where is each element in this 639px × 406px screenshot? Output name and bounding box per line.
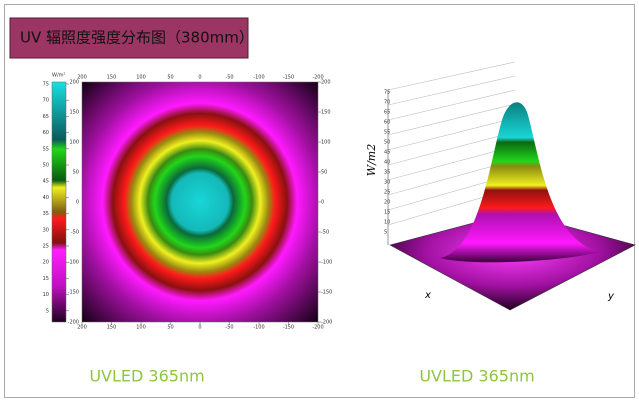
back-wall [387,61,516,245]
colorbar [51,81,67,323]
y-tick-label: 100 [69,140,79,146]
caption: UVLED 365nm [419,367,534,386]
z-tick-label: 10 [384,220,390,226]
x-tick-label: -150 [283,325,294,331]
z-tick-label: 50 [384,140,390,146]
x-tick-label: 0 [198,75,201,81]
colorbar-tick-label: 25 [43,244,49,250]
x-tick-label: 100 [136,75,146,81]
x-axis-label: x [424,290,431,301]
y-tick-label: -200 [68,320,79,326]
z-tick-label: 20 [384,200,390,206]
y-tick-label: 50 [73,170,79,176]
colorbar-tick-label: 75 [43,82,49,88]
colorbar-tick-label: 60 [43,130,49,136]
z-tick-label: 60 [384,120,390,126]
z-tick-label: 75 [384,90,390,96]
x-tick-label: 100 [136,325,146,331]
z-tick-label: 55 [384,130,390,136]
y-tick-label: 200 [69,80,79,86]
z-tick-label: 65 [384,110,390,116]
x-tick-label: 150 [107,75,117,81]
surface-peak [440,102,600,263]
colorbar-tick-label: 10 [43,292,49,298]
colorbar-tick-label: 40 [43,195,49,201]
y-tick-label: -200 [321,320,332,326]
x-tick-label: -100 [253,75,264,81]
y-tick-label: 100 [321,140,331,146]
z-tick-label: 30 [384,180,390,186]
y-axis-label: y [607,291,615,302]
z-tick-label: 45 [384,150,390,156]
z-tick-label: 40 [384,160,390,166]
x-tick-label: 50 [167,75,173,81]
z-tick-label: 15 [384,210,390,216]
y-tick-label: 0 [321,200,324,206]
colorbar-tick-label: 15 [43,276,49,282]
colorbar-tick-label: 55 [43,146,49,152]
x-tick-label: -100 [253,325,264,331]
z-tick-label: 5 [384,230,387,236]
x-tick-label: -150 [283,75,294,81]
title: UV 辐照度强度分布图（380mm） [20,29,254,47]
x-tick-label: 150 [107,325,117,331]
y-tick-label: 50 [321,170,327,176]
colorbar-tick-label: 70 [43,98,49,104]
x-tick-label: -200 [312,325,323,331]
z-axis-label: W/m2 [365,144,378,176]
y-tick-label: -100 [68,260,79,266]
x-tick-label: 200 [77,75,87,81]
colorbar-tick-label: 20 [43,260,49,266]
x-tick-label: -200 [312,75,323,81]
x-tick-label: 0 [198,325,201,331]
z-tick-label: 35 [384,170,390,176]
y-tick-label: 0 [76,200,79,206]
y-tick-label: -50 [321,230,329,236]
x-tick-label: 50 [167,325,173,331]
x-tick-label: -50 [225,75,233,81]
y-tick-label: 200 [321,80,331,86]
z-tick-label: 70 [384,100,390,106]
title-box [9,17,249,59]
y-tick-label: 150 [69,110,79,116]
colorbar-tick-label: 5 [46,308,49,314]
y-tick-label: -50 [71,230,79,236]
heatmap [82,82,318,322]
x-tick-label: -50 [225,325,233,331]
y-tick-label: -150 [68,290,79,296]
x-tick-label: 200 [77,325,87,331]
colorbar-tick-label: 65 [43,114,49,120]
y-tick-label: 150 [321,110,331,116]
caption: UVLED 365nm [89,367,204,386]
colorbar-label: W/m² [52,73,66,79]
colorbar-tick-label: 35 [43,211,49,217]
z-tick-label: 25 [384,190,390,196]
colorbar-tick-label: 45 [43,179,49,185]
colorbar-tick-label: 30 [43,227,49,233]
y-tick-label: -150 [321,290,332,296]
colorbar-tick-label: 50 [43,163,49,169]
y-tick-label: -100 [321,260,332,266]
